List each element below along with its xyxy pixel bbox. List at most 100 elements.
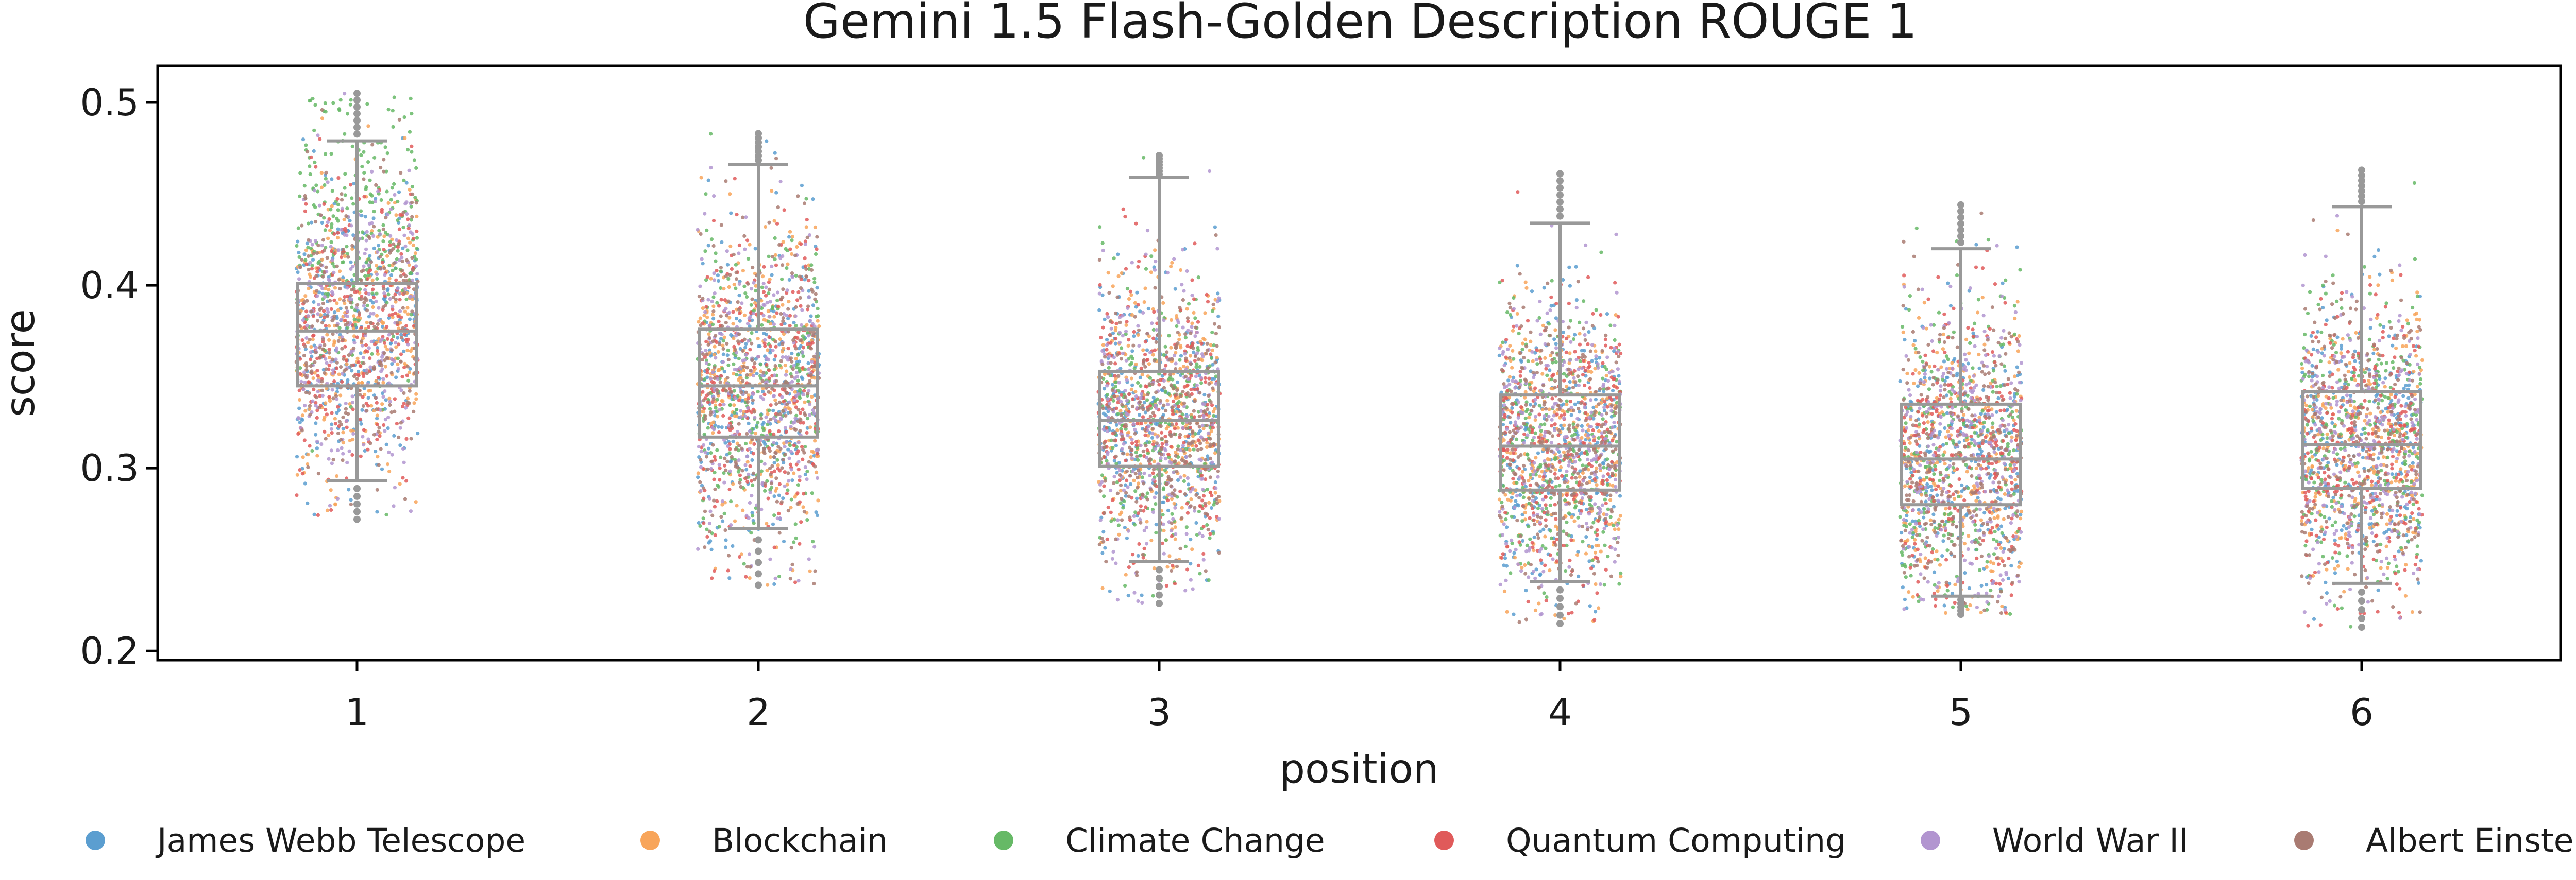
strip-point (792, 471, 796, 475)
strip-point (1144, 525, 1148, 529)
strip-point (1208, 456, 1213, 460)
strip-point (1138, 400, 1142, 404)
strip-point (379, 369, 383, 373)
strip-point (371, 312, 376, 316)
strip-point (334, 394, 338, 398)
strip-point (699, 323, 703, 327)
strip-point (330, 189, 334, 193)
strip-point (1596, 440, 1600, 445)
strip-point (1110, 407, 1114, 412)
strip-point (1149, 254, 1154, 258)
strip-point (1128, 289, 1132, 294)
strip-point (788, 407, 792, 411)
strip-point (391, 295, 395, 300)
strip-point (1208, 169, 1212, 174)
strip-point (1162, 318, 1166, 322)
strip-point (712, 194, 716, 198)
strip-point (724, 538, 728, 542)
strip-point (750, 511, 754, 515)
strip-point (415, 236, 419, 240)
strip-point (407, 223, 411, 228)
strip-point (328, 504, 332, 508)
strip-point (791, 338, 795, 342)
strip-point (774, 157, 778, 161)
strip-point (371, 234, 376, 238)
strip-point (734, 447, 738, 452)
strip-point (735, 504, 739, 508)
strip-point (1141, 493, 1145, 497)
strip-point (762, 318, 766, 322)
strip-point (398, 482, 402, 486)
strip-point (743, 414, 747, 419)
strip-point (707, 446, 711, 451)
strip-point (1172, 386, 1176, 390)
strip-point (781, 496, 785, 501)
strip-point (778, 364, 782, 368)
strip-point (800, 375, 804, 379)
strip-point (297, 255, 301, 259)
strip-point (368, 254, 372, 258)
strip-point (1105, 537, 1109, 541)
strip-point (1114, 321, 1118, 326)
strip-point (381, 395, 385, 399)
strip-point (404, 324, 409, 328)
strip-point (365, 320, 369, 324)
strip-point (316, 266, 320, 270)
strip-point (372, 365, 376, 369)
strip-point (706, 400, 710, 404)
strip-point (1182, 401, 1187, 405)
strip-point (782, 539, 786, 544)
strip-point (1098, 489, 1103, 493)
strip-point (1212, 413, 1216, 418)
strip-point (712, 278, 717, 282)
strip-point (401, 476, 405, 480)
strip-point (1118, 315, 1122, 319)
strip-point (1190, 294, 1194, 298)
strip-point (397, 190, 401, 194)
strip-point (727, 416, 732, 420)
strip-point (722, 335, 726, 339)
strip-point (734, 408, 739, 412)
strip-point (784, 373, 788, 377)
strip-point (724, 274, 728, 279)
strip-point (759, 299, 764, 303)
strip-point (1207, 501, 1211, 505)
strip-point (336, 248, 341, 252)
strip-point (1124, 458, 1128, 462)
strip-point (414, 264, 418, 268)
strip-point (760, 285, 764, 289)
strip-point (399, 359, 403, 364)
strip-point (315, 439, 319, 443)
strip-point (327, 433, 331, 437)
strip-point (327, 278, 331, 282)
strip-point (792, 443, 796, 447)
strip-point (1115, 491, 1120, 495)
strip-point (306, 453, 310, 457)
strip-point (769, 417, 773, 422)
strip-point (377, 463, 381, 467)
strip-point (1100, 537, 1104, 541)
strip-point (1594, 398, 1598, 402)
strip-point (1584, 551, 1588, 556)
strip-point (761, 290, 766, 294)
strip-point (414, 392, 418, 396)
strip-point (355, 303, 360, 307)
strip-point (812, 376, 817, 380)
strip-point (304, 309, 309, 314)
strip-point (1142, 546, 1146, 550)
strip-point (352, 341, 357, 345)
strip-point (1195, 383, 1199, 388)
strip-point (365, 102, 369, 106)
strip-point (350, 144, 354, 148)
strip-point (360, 214, 364, 218)
strip-point (382, 169, 386, 174)
strip-point (1206, 300, 1210, 304)
strip-point (705, 368, 709, 372)
strip-point (807, 460, 811, 464)
strip-point (713, 455, 717, 459)
strip-point (391, 307, 395, 312)
strip-point (1157, 383, 1161, 387)
strip-point (1150, 321, 1154, 325)
strip-point (1098, 225, 1102, 229)
strip-point (410, 150, 414, 154)
